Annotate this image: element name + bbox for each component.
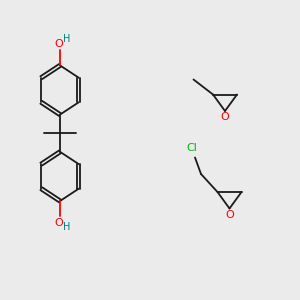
Text: H: H — [63, 34, 70, 44]
Text: O: O — [225, 209, 234, 220]
Text: H: H — [63, 222, 70, 232]
Text: O: O — [54, 218, 63, 228]
Text: O: O — [220, 112, 230, 122]
Text: Cl: Cl — [186, 143, 197, 153]
Text: O: O — [54, 39, 63, 49]
